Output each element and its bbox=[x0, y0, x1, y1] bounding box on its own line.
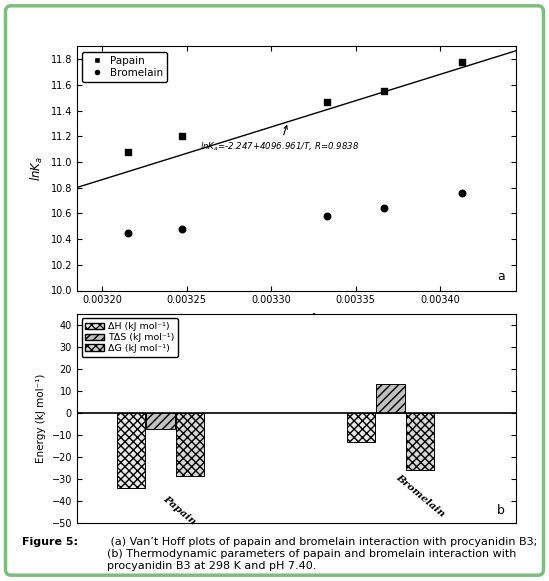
Text: Bromelain: Bromelain bbox=[394, 472, 446, 518]
Text: b: b bbox=[497, 504, 505, 517]
Text: Figure 5:: Figure 5: bbox=[22, 537, 78, 547]
Bar bbox=[147, 413, 175, 429]
Point bbox=[177, 224, 186, 234]
Text: (a) Van’t Hoff plots of papain and bromelain interaction with procyanidin B3; (b: (a) Van’t Hoff plots of papain and brome… bbox=[107, 537, 537, 571]
Point bbox=[380, 204, 389, 213]
Point bbox=[458, 58, 467, 67]
Point bbox=[322, 211, 331, 221]
Point bbox=[123, 228, 132, 238]
Legend: ΔH (kJ mol⁻¹), TΔS (kJ mol⁻¹), ΔG (kJ mol⁻¹): ΔH (kJ mol⁻¹), TΔS (kJ mol⁻¹), ΔG (kJ mo… bbox=[82, 318, 178, 357]
Bar bbox=[176, 413, 204, 476]
Text: $lnK_a$=-2.247+4096.961/$T$, R=0.9838: $lnK_a$=-2.247+4096.961/$T$, R=0.9838 bbox=[200, 125, 360, 153]
X-axis label: 1/$T$ (K$^{-1}$): 1/$T$ (K$^{-1}$) bbox=[272, 311, 321, 328]
Y-axis label: $lnK_a$: $lnK_a$ bbox=[29, 156, 45, 181]
Bar bbox=[406, 413, 434, 471]
Y-axis label: Energy (kJ mol⁻¹): Energy (kJ mol⁻¹) bbox=[36, 374, 46, 463]
Legend: Papain, Bromelain: Papain, Bromelain bbox=[82, 52, 167, 82]
Text: a: a bbox=[497, 270, 505, 283]
Bar bbox=[117, 413, 145, 488]
Point bbox=[458, 188, 467, 198]
Point bbox=[177, 132, 186, 141]
Text: $lnK_a$=-5.387+1572.099/$T$, R=0.9936: $lnK_a$=-5.387+1572.099/$T$, R=0.9936 bbox=[0, 580, 1, 581]
Point bbox=[123, 147, 132, 156]
Text: Papain: Papain bbox=[161, 494, 198, 527]
Bar bbox=[347, 413, 376, 442]
Bar bbox=[377, 384, 405, 413]
Point bbox=[322, 97, 331, 106]
Point bbox=[380, 87, 389, 96]
